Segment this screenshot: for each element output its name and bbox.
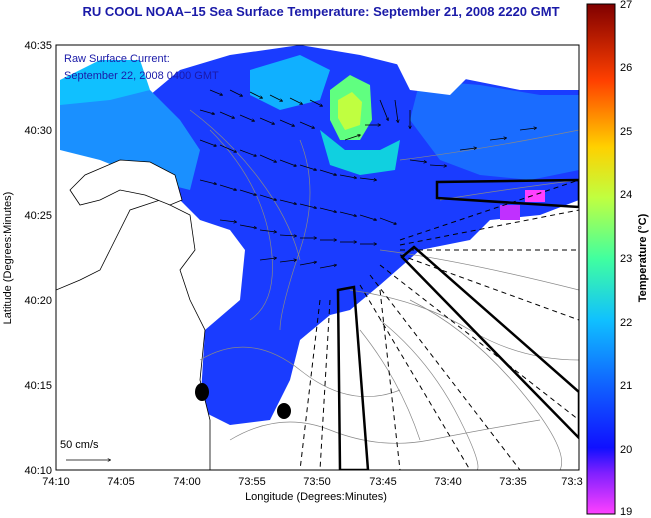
x-axis-label: Longitude (Degrees:Minutes): [245, 491, 387, 503]
scale-label: 50 cm/s: [60, 439, 99, 451]
x-tick-label: 74:05: [107, 476, 135, 488]
y-tick-label: 40:35: [24, 40, 52, 52]
x-tick-label: 73:40: [434, 476, 462, 488]
plot-border: [55, 44, 580, 471]
colorbar-tick: 27: [620, 0, 632, 11]
x-tick-label: 73:45: [369, 476, 397, 488]
colorbar-tick: 23: [620, 253, 632, 265]
legend-line1: Raw Surface Current:: [64, 53, 170, 65]
x-axis: 74:10 74:05 74:00 73:55 73:50 73:45 73:4…: [42, 476, 582, 488]
colorbar-tick: 19: [620, 506, 632, 518]
colorbar-tick: 22: [620, 317, 632, 329]
x-tick-label: 73:35: [499, 476, 527, 488]
y-axis-label: Latitude (Degrees:Minutes): [2, 192, 14, 325]
x-tick-label: 73:55: [238, 476, 266, 488]
map-title: RU COOL NOAA–15 Sea Surface Temperature:…: [82, 4, 560, 19]
x-tick-label: 74:00: [173, 476, 201, 488]
buoy-marker: [277, 403, 291, 419]
colorbar-tick: 25: [620, 126, 632, 138]
colorbar-gradient: [586, 3, 616, 515]
x-tick-label: 74:10: [42, 476, 70, 488]
colorbar-title: Temperature (°C): [637, 213, 649, 302]
y-tick-label: 40:20: [24, 295, 52, 307]
x-tick-label: 73:3: [561, 476, 582, 488]
y-axis: 40:35 40:30 40:25 40:20 40:15 40:10: [24, 40, 52, 477]
colorbar-tick: 24: [620, 189, 632, 201]
y-tick-label: 40:10: [24, 465, 52, 477]
x-tick-label: 73:50: [303, 476, 331, 488]
legend-line2: September 22, 2008 0400 GMT: [64, 70, 219, 82]
sst-field: [56, 45, 579, 470]
y-tick-label: 40:15: [24, 380, 52, 392]
y-tick-label: 40:25: [24, 210, 52, 222]
colorbar-tick: 20: [620, 444, 632, 456]
colorbar-tick: 26: [620, 62, 632, 74]
colorbar-tick: 21: [620, 380, 632, 392]
colorbar: 27 26 25 24 23 22 21 20 19 Temperature (…: [586, 0, 649, 518]
y-tick-label: 40:30: [24, 125, 52, 137]
buoy-marker: [195, 383, 209, 401]
